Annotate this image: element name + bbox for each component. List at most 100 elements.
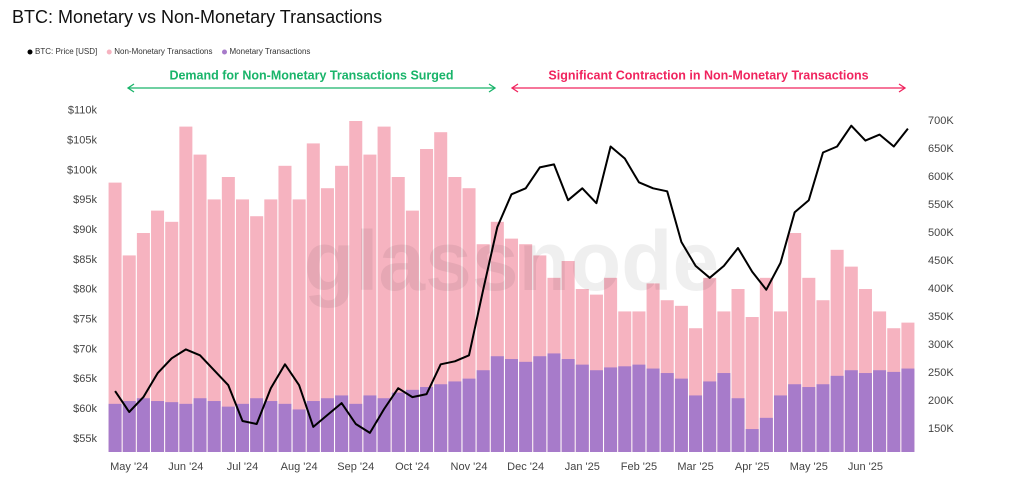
y-tick-label: $100k <box>67 164 97 176</box>
bar <box>434 384 448 452</box>
bar <box>235 403 250 452</box>
bar <box>122 401 136 452</box>
chart-title: BTC: Monetary vs Non-Monetary Transactio… <box>12 7 382 27</box>
y-tick-label: $75k <box>73 313 97 325</box>
bar <box>759 417 773 452</box>
bar <box>533 356 547 452</box>
bar <box>717 373 731 452</box>
bar <box>759 277 773 452</box>
x-tick-label: Sep '24 <box>337 461 374 473</box>
bar <box>221 406 235 452</box>
bar <box>250 398 264 452</box>
price-line <box>114 124 909 434</box>
bar <box>136 233 150 452</box>
bar <box>490 356 504 452</box>
x-tick-label: Jun '25 <box>848 461 883 473</box>
x-tick-label: Aug '24 <box>281 461 318 473</box>
bar <box>193 398 207 452</box>
y2-tick-label: 500K <box>928 227 954 239</box>
y-tick-label: $70k <box>73 343 97 355</box>
x-tick-label: May '25 <box>790 461 828 473</box>
bar <box>646 368 660 452</box>
x-tick-label: Jan '25 <box>565 461 600 473</box>
bar <box>108 403 122 452</box>
y-tick-label: $95k <box>73 194 97 206</box>
bar <box>901 368 915 452</box>
bar <box>519 361 533 452</box>
bar <box>264 401 278 452</box>
bar <box>731 398 745 452</box>
legend-label: Monetary Transactions <box>230 47 311 56</box>
bar <box>278 165 292 452</box>
y2-tick-label: 300K <box>928 339 954 351</box>
y-tick-label: $85k <box>73 254 97 266</box>
y2-tick-label: 600K <box>928 171 954 183</box>
bar <box>363 154 377 452</box>
bar <box>391 392 405 452</box>
bar <box>420 149 434 453</box>
bar <box>830 375 844 452</box>
x-tick-label: Jul '24 <box>227 461 258 473</box>
y-tick-label: $110k <box>68 105 98 117</box>
bar <box>689 395 703 452</box>
y2-tick-label: 200K <box>928 395 954 407</box>
bar <box>476 370 490 452</box>
annotation: Demand for Non-Monetary Transactions Sur… <box>169 68 453 82</box>
arrow-head <box>488 83 497 93</box>
bar <box>151 401 165 452</box>
bar <box>250 216 264 452</box>
y2-tick-label: 150K <box>928 423 954 435</box>
y2-tick-label: 400K <box>928 283 954 295</box>
y-tick-label: $105k <box>67 134 97 146</box>
annotation: Significant Contraction in Non-Monetary … <box>548 68 868 82</box>
bar <box>802 387 816 452</box>
bar <box>193 154 207 452</box>
legend-label: BTC: Price [USD] <box>35 47 97 56</box>
bar <box>660 373 674 452</box>
bar <box>448 381 462 452</box>
bar <box>703 381 717 452</box>
bar <box>335 165 349 452</box>
plot-area <box>108 121 915 453</box>
y2-tick-label: 550K <box>928 199 954 211</box>
bar <box>858 373 872 452</box>
y2-tick-label: 700K <box>928 115 954 127</box>
legend-marker <box>106 49 112 55</box>
bar <box>462 378 476 452</box>
bar <box>377 126 391 452</box>
bar <box>745 317 759 452</box>
arrow-head <box>510 83 519 93</box>
bar <box>745 429 759 452</box>
bar <box>179 403 193 452</box>
bar <box>589 370 603 452</box>
bar <box>504 359 519 452</box>
legend-marker <box>222 49 227 55</box>
y2-tick-label: 250K <box>928 367 954 379</box>
legend-marker <box>27 49 33 55</box>
bar <box>136 398 150 452</box>
bar <box>207 199 221 452</box>
bar <box>873 370 887 452</box>
bar <box>575 364 589 452</box>
bar <box>844 370 858 452</box>
bar <box>278 403 292 452</box>
bar <box>207 401 221 452</box>
x-tick-label: Mar '25 <box>677 461 713 473</box>
bar <box>179 126 193 452</box>
bar <box>377 398 391 452</box>
x-tick-label: Feb '25 <box>621 461 657 473</box>
bar <box>292 409 306 452</box>
bar <box>788 384 802 452</box>
x-tick-label: May '24 <box>110 461 148 473</box>
bar <box>632 364 646 452</box>
bar <box>151 210 165 452</box>
bar <box>773 395 788 452</box>
x-tick-label: Apr '25 <box>735 461 770 473</box>
y-tick-label: $55k <box>73 433 97 445</box>
bar <box>561 359 575 452</box>
watermark: glassnode <box>304 214 719 308</box>
bar <box>108 182 122 453</box>
bar <box>547 353 561 452</box>
legend-label: Non-Monetary Transactions <box>114 47 212 56</box>
